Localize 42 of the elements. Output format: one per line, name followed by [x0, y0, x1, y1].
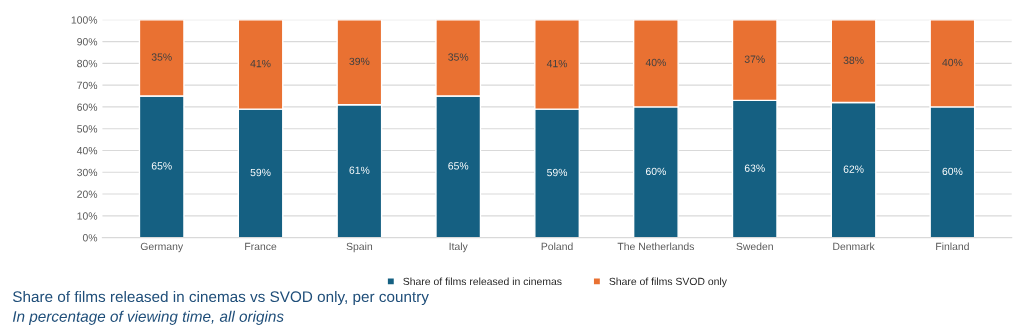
data-label: 41% — [250, 59, 271, 68]
x-tick-label: Poland — [541, 242, 573, 251]
y-tick-label: 0% — [82, 234, 98, 242]
legend-label: Share of films released in cinemas — [403, 277, 562, 286]
data-label: 39% — [349, 57, 370, 66]
x-tick-label: The Netherlands — [617, 242, 695, 251]
y-tick-label: 40% — [76, 146, 98, 155]
x-tick-label: France — [245, 242, 277, 251]
text: Share of films released in cinemas vs SVOD only, per country — [12, 290, 429, 306]
data-label: 60% — [646, 167, 666, 176]
data-label: 59% — [250, 168, 271, 177]
x-tick-label: Finland — [936, 242, 969, 251]
legend-label: Share of films SVOD only — [609, 277, 727, 288]
x-tick-label: Germany — [140, 242, 184, 253]
data-label: 38% — [843, 56, 864, 64]
y-tick-label: 100% — [71, 16, 98, 24]
y-tick-label: 90% — [77, 38, 98, 46]
data-label: 62% — [843, 165, 864, 173]
y-tick-label: 80% — [77, 59, 98, 68]
x-tick-label: Sweden — [736, 242, 773, 251]
y-tick-label: 50% — [77, 125, 98, 133]
data-label: 41% — [546, 59, 568, 68]
x-tick-label: Spain — [346, 242, 373, 253]
data-label: 37% — [744, 55, 765, 63]
data-label: 35% — [151, 53, 172, 61]
data-label: 60% — [942, 167, 963, 176]
x-tick-label: Italy — [449, 242, 468, 253]
y-tick-label: 60% — [77, 103, 98, 111]
data-label: 59% — [547, 168, 568, 177]
data-label: 65% — [151, 162, 172, 170]
x-tick-label: Denmark — [833, 242, 875, 251]
y-tick-label: 30% — [77, 168, 98, 177]
data-label: 65% — [448, 162, 469, 170]
data-label: 40% — [645, 58, 666, 67]
data-label: 63% — [744, 164, 765, 172]
data-label: 35% — [448, 53, 469, 61]
text: In percentage of viewing time, all origins — [12, 310, 284, 325]
data-label: 61% — [349, 166, 370, 174]
y-tick-label: 20% — [77, 190, 98, 198]
y-tick-label: 70% — [77, 81, 98, 90]
y-tick-label: 10% — [77, 212, 98, 220]
data-label: 40% — [942, 58, 963, 67]
